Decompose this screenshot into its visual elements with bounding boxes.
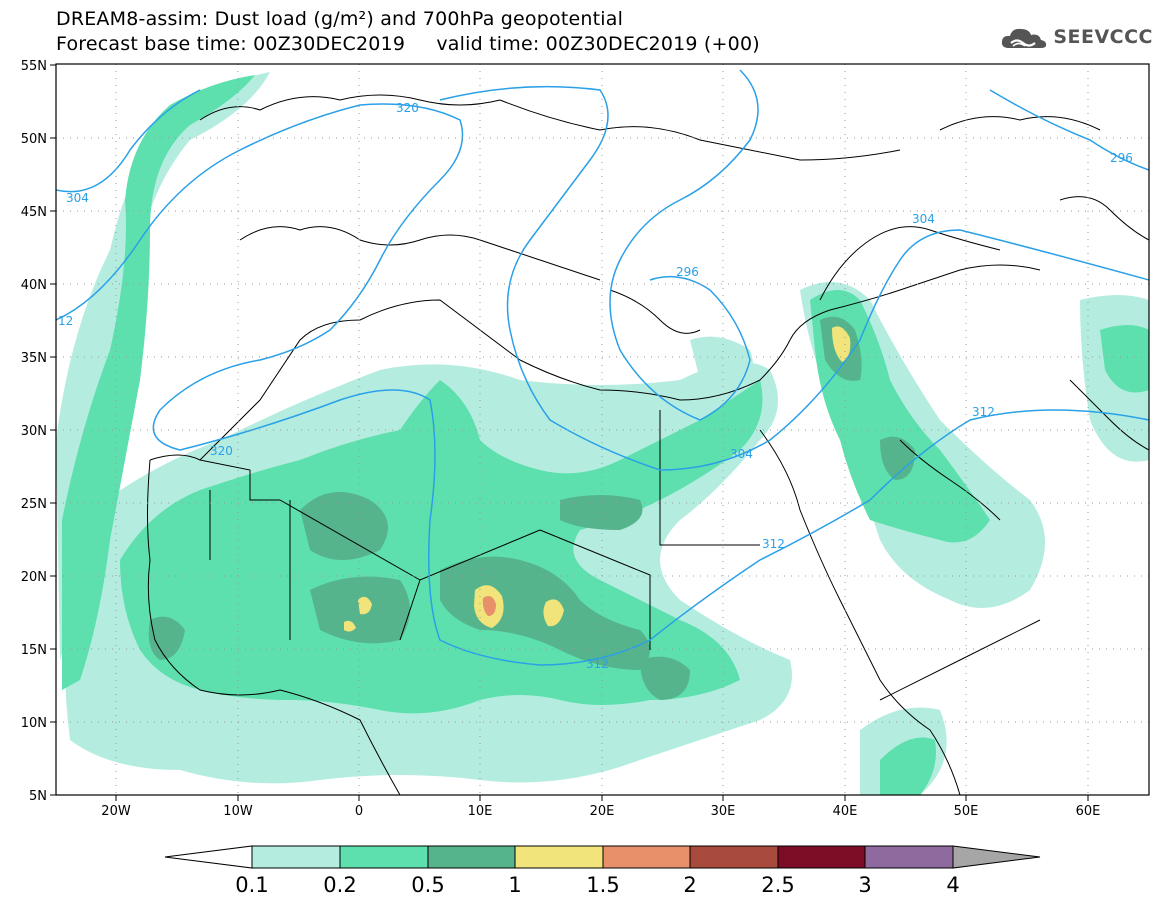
colorbar-label: 4 <box>946 873 959 897</box>
lat-label: 55N <box>21 59 47 74</box>
colorbar-arrow-low <box>164 845 253 869</box>
longitude-labels: 20W 10W 0 10E 20E 30E 40E 50E 60E <box>101 804 1100 819</box>
contour-label: 296 <box>676 265 699 279</box>
contour-label: 304 <box>730 447 753 461</box>
colorbar-arrow-high <box>952 845 1041 869</box>
lat-label: 10N <box>21 716 47 731</box>
lon-label: 60E <box>1076 804 1101 819</box>
contour-label: 12 <box>58 314 73 328</box>
lat-label: 20N <box>21 570 47 585</box>
lat-label: 25N <box>21 497 47 512</box>
colorbar-swatch <box>251 845 341 869</box>
contour-label: 312 <box>586 657 609 671</box>
lon-label: 40E <box>833 804 858 819</box>
contour-label: 304 <box>912 212 935 226</box>
colorbar-label: 2.5 <box>761 873 794 897</box>
lon-label: 20W <box>101 804 131 819</box>
title-line-2: Forecast base time: 00Z30DEC2019 valid t… <box>56 33 760 55</box>
lat-label: 5N <box>29 789 47 804</box>
colorbar-label: 0.5 <box>411 873 444 897</box>
colorbar-swatch <box>427 845 516 869</box>
colorbar-label: 1 <box>508 873 521 897</box>
colorbar-label: 3 <box>858 873 871 897</box>
lon-label: 30E <box>711 804 736 819</box>
colorbar-swatch <box>514 845 604 869</box>
lat-label: 50N <box>21 132 47 147</box>
colorbar-label: 2 <box>683 873 696 897</box>
colorbar-swatch <box>864 845 954 869</box>
dust-layer-max <box>482 596 496 616</box>
map-content: 304 320 296 304 12 320 296 304 312 312 3… <box>56 64 1149 795</box>
logo-text: SEEVCCC <box>1053 26 1153 48</box>
contour-label: 304 <box>66 191 89 205</box>
contour-label: 312 <box>762 537 785 551</box>
contour-label: 320 <box>396 101 419 115</box>
contour-label: 312 <box>972 405 995 419</box>
colorbar-label: 1.5 <box>586 873 619 897</box>
colorbar-swatch <box>339 845 429 869</box>
geopotential-contours <box>56 69 1149 666</box>
contour-labels: 304 320 296 304 12 320 296 304 312 312 3… <box>58 101 1133 671</box>
colorbar-labels: 0.1 0.2 0.5 1 1.5 2 2.5 3 4 <box>235 873 959 897</box>
logo: SEEVCCC <box>999 24 1153 50</box>
lon-label: 50E <box>954 804 979 819</box>
contour-label: 296 <box>1110 151 1133 165</box>
axis-ticks <box>50 64 1089 801</box>
lat-lon-grid <box>56 64 1149 795</box>
colorbar-label: 0.2 <box>323 873 356 897</box>
lat-label: 45N <box>21 205 47 220</box>
lon-label: 0 <box>355 804 363 819</box>
colorbar-swatch <box>777 845 866 869</box>
lon-label: 10E <box>468 804 493 819</box>
lon-label: 10W <box>223 804 253 819</box>
cloud-logo-icon <box>1002 28 1047 48</box>
lon-label: 20E <box>590 804 615 819</box>
colorbar-swatch <box>689 845 779 869</box>
coastlines <box>147 94 1149 795</box>
lat-label: 35N <box>21 351 47 366</box>
lat-label: 30N <box>21 424 47 439</box>
colorbar <box>164 845 1041 869</box>
lat-label: 40N <box>21 278 47 293</box>
colorbar-swatch <box>602 845 691 869</box>
lat-label: 15N <box>21 643 47 658</box>
colorbar-label: 0.1 <box>235 873 268 897</box>
contour-label: 320 <box>210 444 233 458</box>
latitude-labels: 55N 50N 45N 40N 35N 30N 25N 20N 15N 10N … <box>21 59 47 804</box>
title-line-1: DREAM8-assim: Dust load (g/m²) and 700hP… <box>56 8 624 30</box>
